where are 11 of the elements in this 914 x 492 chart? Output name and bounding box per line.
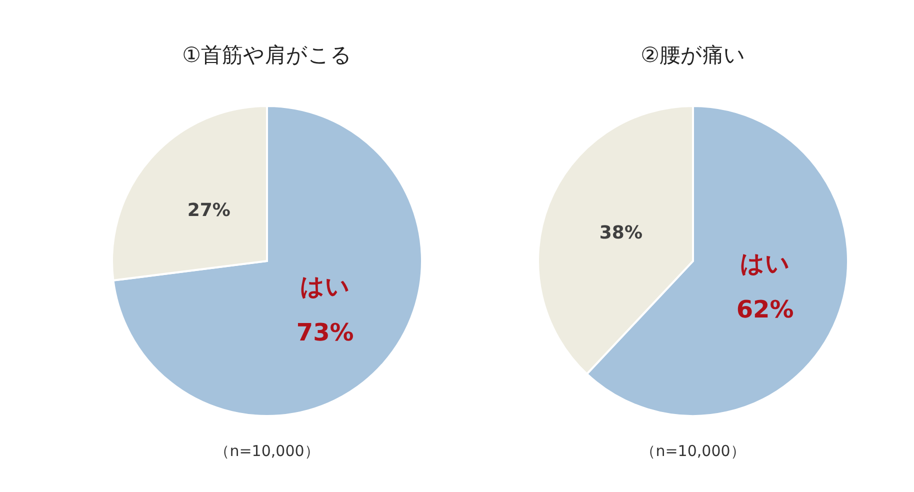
slice-label: はい (300, 272, 350, 300)
chart-title: ②腰が痛い (640, 43, 746, 67)
data-label: 38% (599, 222, 642, 244)
text: （n=10,000） (640, 442, 746, 460)
data-label: 73% (296, 318, 354, 346)
text: （n=10,000） (214, 442, 320, 460)
data-label: 27% (187, 200, 230, 221)
data-label: 62% (736, 296, 794, 324)
chart-title: ①首筋や肩がこる (182, 43, 352, 67)
slice-label: はい (740, 250, 790, 278)
pie-slice (112, 105, 423, 417)
